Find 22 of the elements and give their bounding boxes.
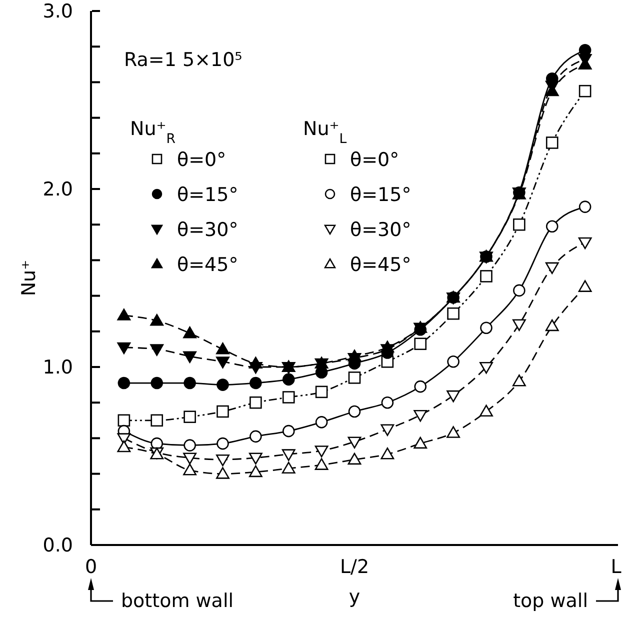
text: 0 [84,556,98,578]
legend-label: θ=30° [177,219,238,241]
legend-label: θ=45° [350,254,412,276]
y-tick-label: 2.0 [42,178,73,201]
y-tick-label: 3.0 [42,0,73,23]
annotation: Ra=1 5×10⁵ [124,49,242,71]
y-axis-title: Nu⁺ [18,260,40,296]
text: top wall [513,590,588,612]
legend-label: θ=30° [350,219,412,241]
legend-label: θ=15° [177,184,238,206]
y-tick-label: 1.0 [42,356,73,379]
y-tick-label: 0.0 [42,534,73,557]
x-axis-title: y [348,586,360,608]
legend-label: θ=15° [350,184,412,206]
annotation: Nu⁺$_{R}$ [130,118,176,146]
legend-label: θ=45° [177,254,238,276]
legend-label: θ=0° [350,149,400,171]
legend-label: θ=0° [177,149,226,171]
text: bottom wall [121,590,234,612]
annotation: Nu⁺$_{L}$ [303,118,348,146]
text: L/2 [340,556,370,578]
text: L [610,556,622,578]
